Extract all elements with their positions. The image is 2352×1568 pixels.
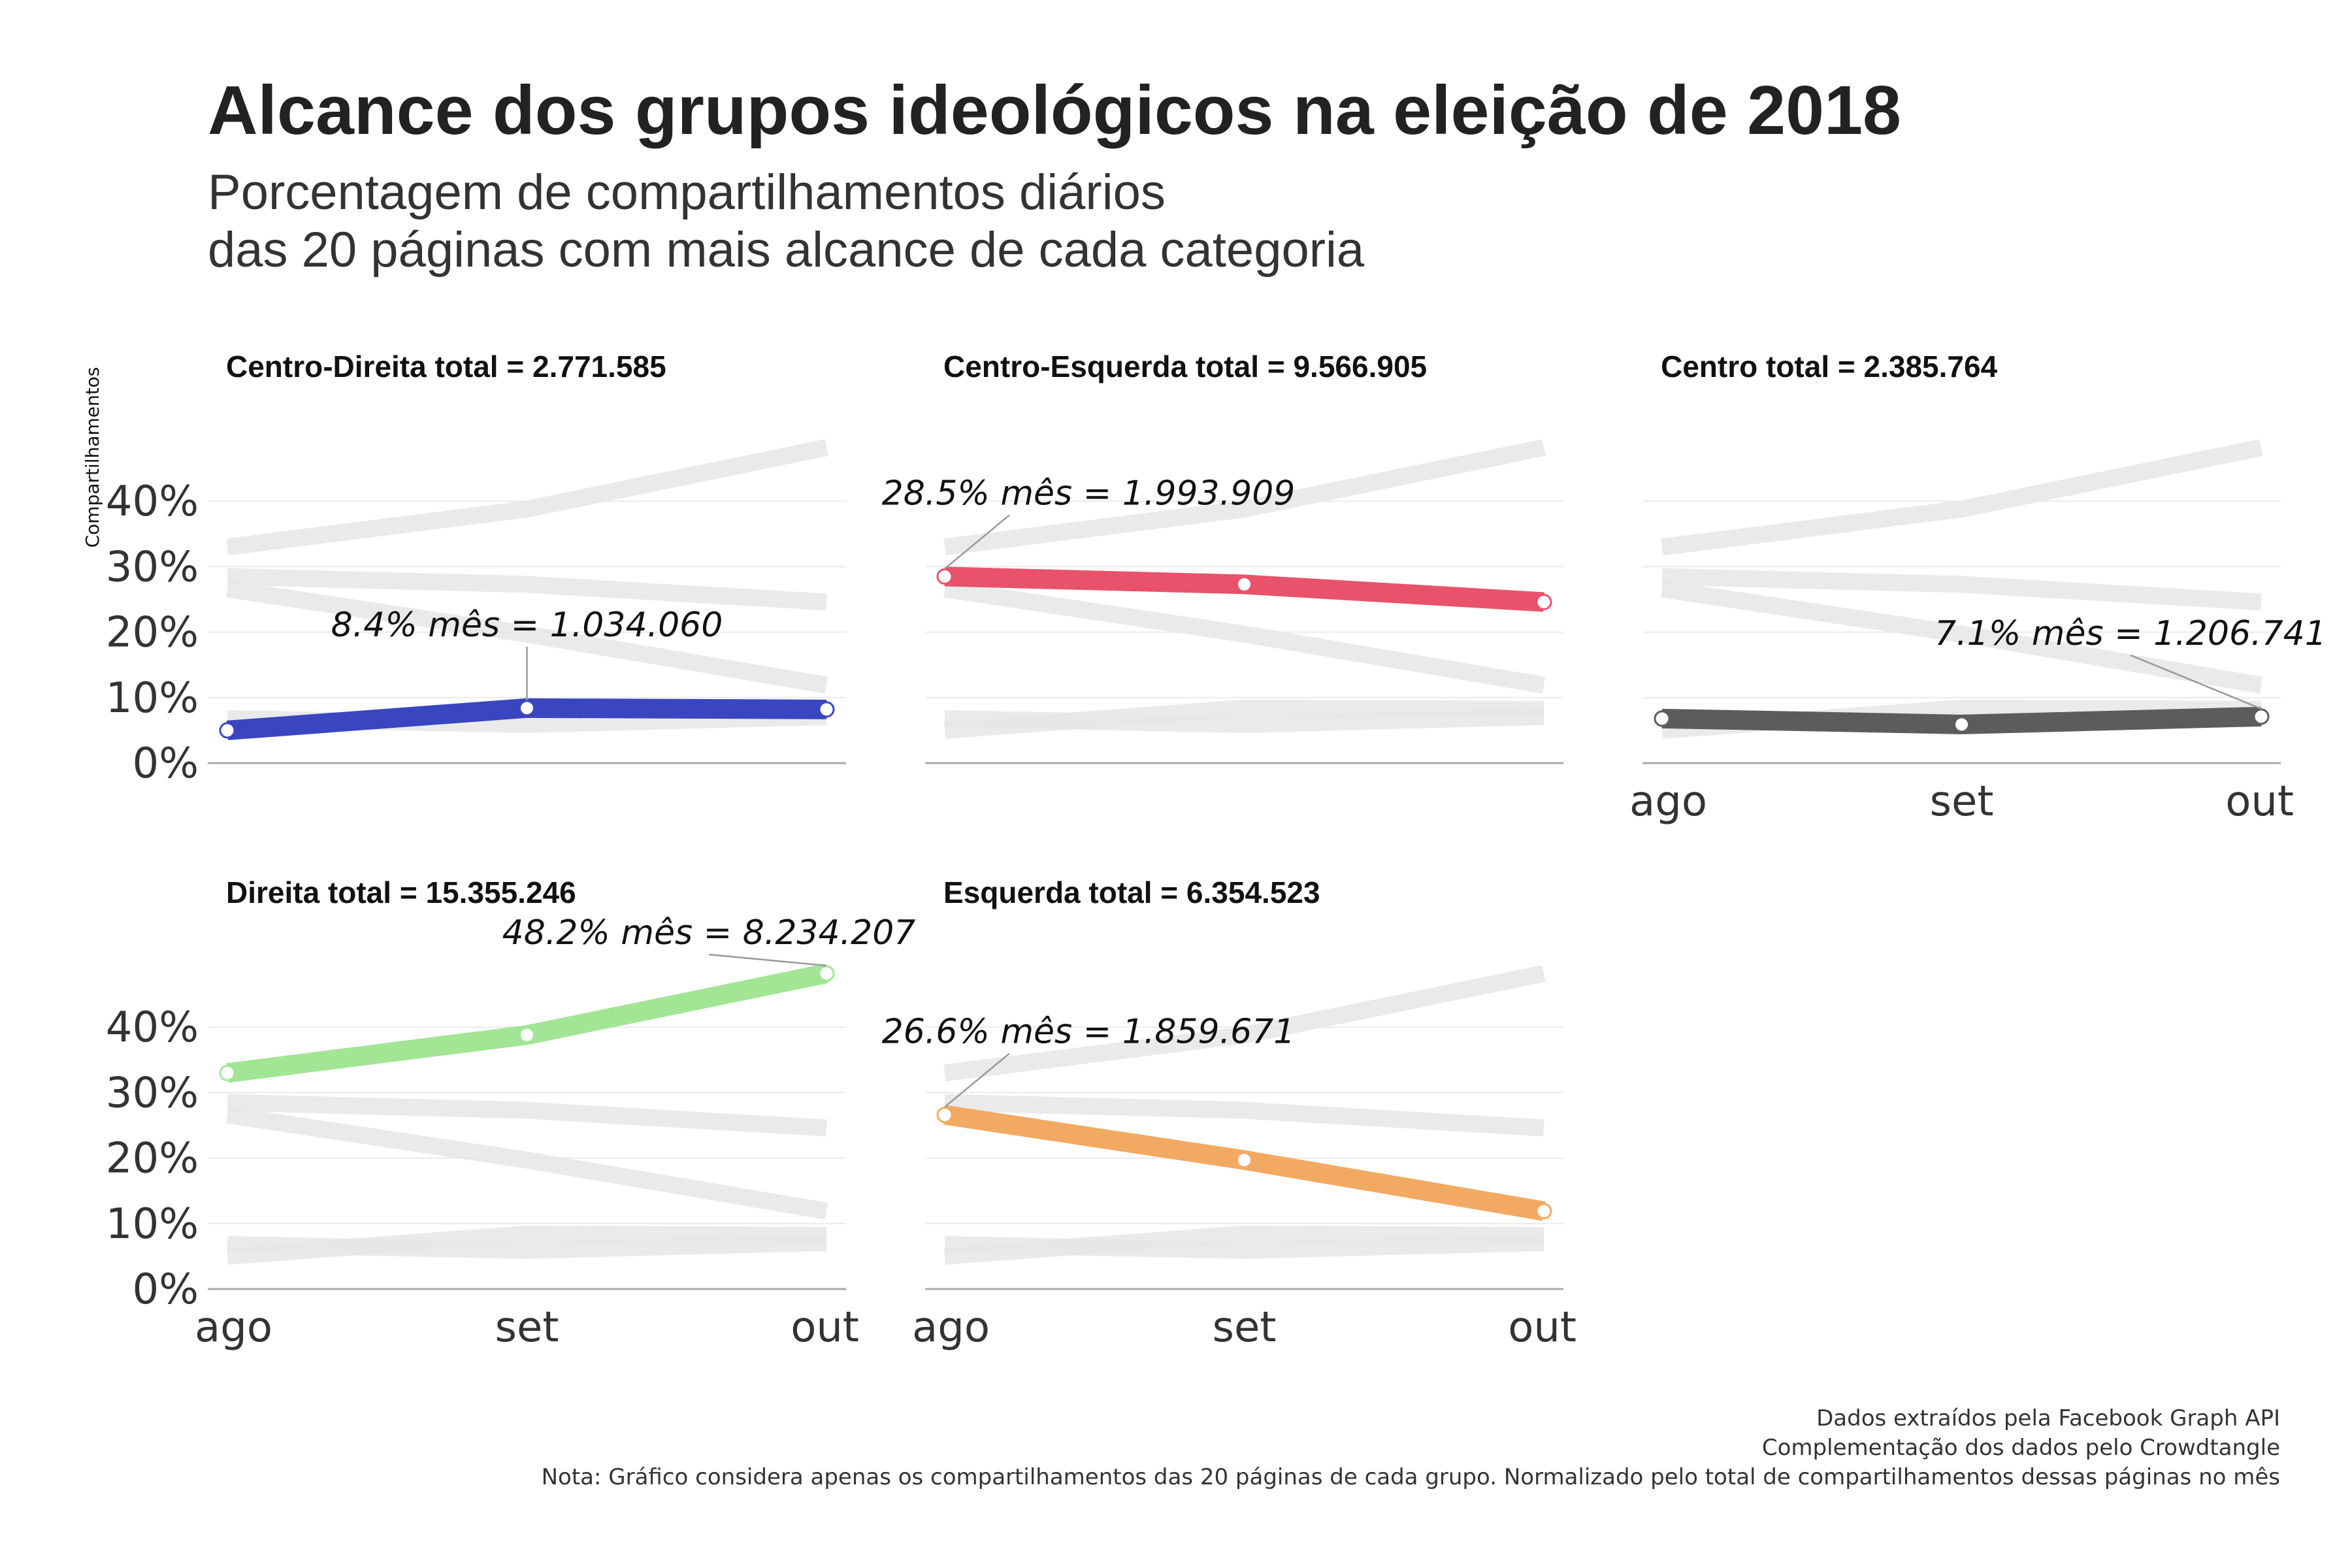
x-tick-label: out [2225,777,2294,826]
background-series-line [944,1233,1544,1259]
y-tick-label: 20% [106,609,199,657]
facet-panels: Centro-Direita total = 2.771.585 0% 10% 20%… [106,350,2327,1352]
series-line-direita [226,964,829,1083]
background-series-line [944,708,1544,733]
chart-subtitle-line-2: das 20 páginas com mais alcance de cada … [208,222,1365,278]
background-series-line [1661,568,2262,611]
background-series-line [227,568,827,611]
x-tick-label: set [1213,1303,1277,1352]
facet-esquerda: Esquerda total = 6.354.523 ago set out 26.6%… [882,875,1576,1352]
y-tick-label: 0% [132,1266,199,1314]
annotation-label: 28.5% mês = 1.993.909 [882,474,1296,513]
facet-centro-direita: Centro-Direita total = 2.771.585 0% 10% 20%… [106,350,846,788]
background-series-line [226,580,828,694]
chart-subtitle-line-1: Porcentagem de compartilhamentos diários [208,165,1166,220]
data-point [1236,1152,1252,1169]
y-tick-label: 30% [106,1069,199,1117]
y-tick-label: 0% [132,740,199,788]
background-series-line [943,965,1546,1082]
annotation-leader [944,514,1010,570]
data-point [519,1026,535,1043]
x-tick-label: ago [912,1303,990,1352]
x-tick-label: out [791,1303,859,1352]
caption-line-3: Nota: Gráfico considera apenas os compar… [542,1464,2280,1490]
background-series-line [227,1233,827,1259]
background-series-line [1661,439,2263,556]
y-axis-label: Compartilhamentos [82,367,103,548]
data-point [1535,593,1552,610]
annotation-leader [944,1053,1010,1108]
y-tick-label: 30% [106,543,199,591]
data-point [1236,576,1252,593]
data-point [1535,1203,1552,1220]
data-point [519,700,535,717]
panel-title: Direita total = 15.355.246 [226,875,576,909]
x-tick-label: set [495,1303,559,1352]
data-point [1953,716,1970,733]
y-tick-label: 20% [106,1135,199,1183]
annotation-leader [2130,654,2262,710]
panel-title: Centro total = 2.385.764 [1661,350,1998,384]
x-tick-label: ago [1629,777,1707,826]
data-point [1654,710,1671,727]
chart-title: Alcance dos grupos ideológicos na eleiçã… [208,72,1901,149]
x-tick-label: out [1508,1303,1576,1352]
data-point [219,1064,236,1081]
x-tick-label: set [1930,777,1994,826]
annotation-label: 26.6% mês = 1.859.671 [882,1012,1296,1051]
annotation-leader [708,953,827,967]
y-tick-label: 10% [106,1200,199,1249]
panel-title: Centro-Direita total = 2.771.585 [226,350,666,384]
data-point [2253,708,2270,725]
y-tick-label: 10% [106,674,199,723]
panel-title: Centro-Esquerda total = 9.566.905 [943,350,1427,384]
background-series-line [227,1094,827,1137]
background-series-line [943,439,1546,556]
background-series-line [226,439,828,556]
data-point [936,568,953,585]
data-point [818,701,835,718]
caption-line-1: Dados extraídos pela Facebook Graph API [1816,1405,2280,1431]
facet-direita: Direita total = 15.355.246 0% 10% 20% 30% 40%… [106,875,916,1352]
background-series-line [226,1106,828,1220]
facet-centro-esquerda: Centro-Esquerda total = 9.566.905 28.5% m… [882,350,1563,764]
y-tick-label: 40% [106,478,199,526]
panel-title: Esquerda total = 6.354.523 [943,875,1320,909]
annotation-label: 7.1% mês = 1.206.741 [1935,614,2327,653]
x-tick-label: ago [195,1303,272,1352]
data-point [936,1106,953,1123]
caption-line-2: Complementação dos dados pelo Crowdtangl… [1762,1435,2280,1461]
y-tick-label: 40% [106,1004,199,1052]
data-point [818,965,835,982]
annotation-label: 8.4% mês = 1.034.060 [331,606,723,645]
background-series-line [943,580,1546,694]
facet-centro: Centro total = 2.385.764 ago set out 7.1% mê… [1629,350,2327,826]
background-series-line [944,1094,1544,1137]
annotation-label: 48.2% mês = 8.234.207 [502,913,916,953]
data-point [219,722,236,739]
